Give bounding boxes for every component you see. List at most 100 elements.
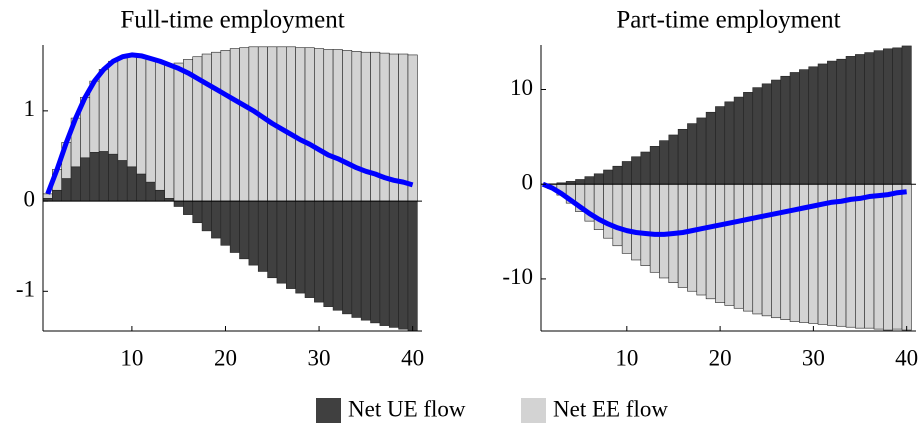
bar <box>845 183 856 328</box>
bar <box>276 200 287 284</box>
bar <box>295 47 306 202</box>
bar <box>360 200 371 321</box>
bar <box>761 83 772 185</box>
bar <box>705 183 716 300</box>
bar <box>351 51 362 202</box>
bar <box>379 200 390 326</box>
bar <box>173 200 184 207</box>
x-tick-label: 40 <box>401 345 424 370</box>
bar <box>388 200 399 328</box>
bar <box>164 64 175 199</box>
bar <box>659 183 670 279</box>
bar <box>649 183 660 273</box>
bar <box>154 60 165 191</box>
x-tick-label: 30 <box>308 345 331 370</box>
bar <box>220 200 231 246</box>
legend-swatch <box>316 398 341 423</box>
bar <box>892 47 903 185</box>
bar <box>276 46 287 202</box>
bar <box>687 123 698 185</box>
bar <box>98 69 109 152</box>
bar <box>201 53 212 202</box>
bar <box>201 200 212 232</box>
bar <box>360 51 371 202</box>
bar <box>248 200 259 266</box>
bar <box>864 52 875 185</box>
bar <box>52 189 63 202</box>
x-tick-label: 30 <box>802 345 825 370</box>
bar <box>239 47 250 202</box>
bar <box>631 156 642 185</box>
bar <box>845 56 856 185</box>
bar <box>89 80 100 153</box>
bar <box>901 183 912 331</box>
bar <box>304 200 315 298</box>
bar <box>640 183 651 266</box>
bar <box>593 173 604 185</box>
bar <box>257 46 268 202</box>
bar <box>705 111 716 185</box>
bar <box>892 183 903 330</box>
y-tick-label: 0 <box>522 169 534 194</box>
legend-swatch <box>521 398 546 423</box>
bar <box>220 50 231 202</box>
bar <box>173 62 184 202</box>
bar <box>295 200 306 294</box>
legend-label: Net EE flow <box>553 396 668 421</box>
bar <box>668 134 679 185</box>
bar <box>901 45 912 185</box>
bar <box>752 87 763 185</box>
bar <box>789 183 800 322</box>
panel-title: Part-time employment <box>616 7 840 34</box>
bar <box>332 200 343 311</box>
bar <box>136 173 147 202</box>
y-tick-label: 10 <box>510 75 533 100</box>
bar <box>864 183 875 329</box>
bar <box>154 189 165 202</box>
bar <box>724 183 735 306</box>
bar <box>836 58 847 185</box>
bar <box>715 183 726 303</box>
bar <box>192 200 203 224</box>
bar <box>817 63 828 185</box>
legend-label: Net UE flow <box>348 396 466 421</box>
bar <box>575 179 586 185</box>
x-tick-label: 10 <box>120 345 143 370</box>
bar <box>836 183 847 327</box>
bar <box>715 106 726 185</box>
bar <box>873 183 884 330</box>
bar <box>70 166 81 202</box>
bar <box>621 161 632 185</box>
bar <box>799 69 810 185</box>
bar <box>640 151 651 185</box>
bar <box>342 50 353 202</box>
bar <box>61 178 72 202</box>
bar <box>126 54 137 168</box>
bar <box>80 157 91 202</box>
bar <box>407 200 418 332</box>
legend: Net UE flow Net EE flow <box>316 396 668 423</box>
bar <box>603 183 614 239</box>
bar <box>98 151 109 202</box>
bar <box>883 48 893 185</box>
bar <box>724 101 735 185</box>
bar <box>873 50 884 185</box>
bar <box>855 183 865 329</box>
y-tick-label: -1 <box>16 277 35 302</box>
bar <box>752 183 763 315</box>
bar <box>808 66 819 185</box>
bar <box>631 183 642 261</box>
bar <box>145 58 156 183</box>
bar <box>733 96 744 185</box>
bar <box>677 128 688 185</box>
bar <box>677 183 688 288</box>
bar <box>733 183 744 309</box>
bar <box>659 140 670 185</box>
bar <box>743 183 754 312</box>
bar <box>603 169 614 185</box>
bar <box>323 49 334 202</box>
panel: Full-time employment -1 0 1 10 20 30 40 <box>16 7 424 371</box>
bar <box>398 200 409 330</box>
bar <box>248 46 259 202</box>
